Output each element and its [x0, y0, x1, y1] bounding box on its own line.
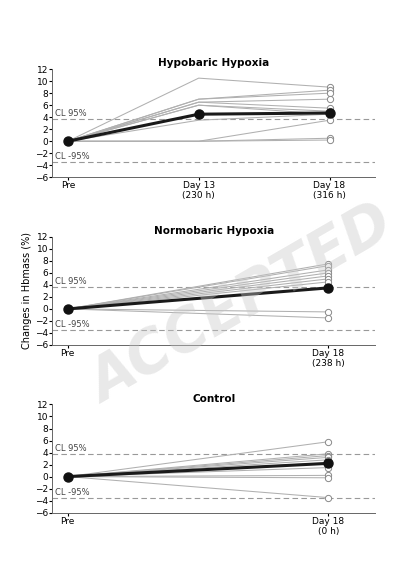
Text: CL -95%: CL -95% — [55, 153, 90, 161]
Text: ACCEPTED: ACCEPTED — [80, 196, 403, 415]
Title: Hypobaric Hypoxia: Hypobaric Hypoxia — [158, 58, 269, 69]
Y-axis label: Changes in Hbmass (%): Changes in Hbmass (%) — [22, 232, 32, 350]
Text: CL -95%: CL -95% — [55, 320, 90, 329]
Title: Control: Control — [192, 393, 235, 404]
Text: CL 95%: CL 95% — [55, 445, 87, 453]
Title: Normobaric Hypoxia: Normobaric Hypoxia — [153, 226, 274, 236]
Text: CL 95%: CL 95% — [55, 109, 87, 118]
Text: CL -95%: CL -95% — [55, 488, 90, 497]
Text: CL 95%: CL 95% — [55, 277, 87, 286]
